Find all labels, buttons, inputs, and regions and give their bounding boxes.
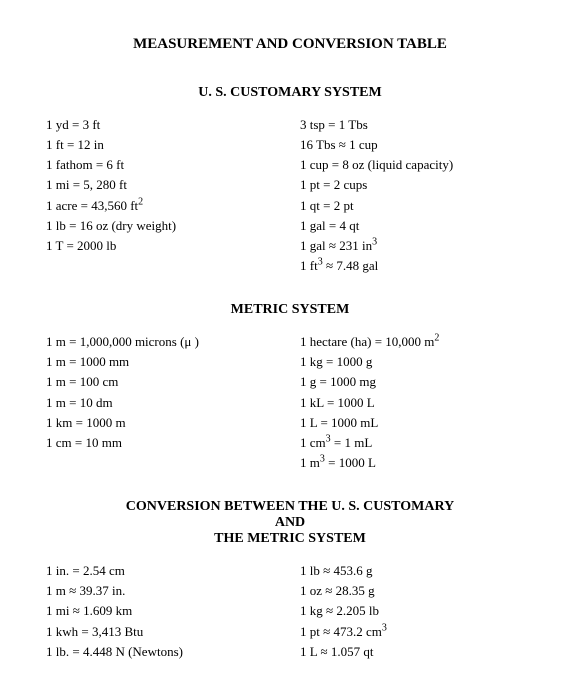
conv-line: 1 ft = 12 in [46, 135, 280, 155]
document-page: MEASUREMENT AND CONVERSION TABLE U. S. C… [0, 0, 580, 680]
conv-line: 1 m = 100 cm [46, 372, 280, 392]
conv-line: 1 m3 = 1000 L [300, 453, 534, 473]
between-left-column: 1 in. = 2.54 cm 1 m ≈ 39.37 in. 1 mi ≈ 1… [46, 561, 280, 662]
heading-line: METRIC SYSTEM [231, 302, 350, 318]
conv-line: 1 T = 2000 lb [46, 236, 280, 256]
metric-right-column: 1 hectare (ha) = 10,000 m2 1 kg = 1000 g… [300, 332, 534, 473]
conv-line: 1 kg = 1000 g [300, 352, 534, 372]
between-right-column: 1 lb ≈ 453.6 g 1 oz ≈ 28.35 g 1 kg ≈ 2.2… [300, 561, 534, 662]
section-heading-conversion-between: CONVERSION BETWEEN THE U. S. CUSTOMARY A… [46, 499, 534, 547]
conv-line: 1 L = 1000 mL [300, 413, 534, 433]
conv-line: 1 fathom = 6 ft [46, 155, 280, 175]
section-columns-metric: 1 m = 1,000,000 microns (μ ) 1 m = 1000 … [46, 332, 534, 473]
conv-line: 1 pt ≈ 473.2 cm3 [300, 622, 534, 642]
conv-line: 1 in. = 2.54 cm [46, 561, 280, 581]
conv-line: 16 Tbs ≈ 1 cup [300, 135, 534, 155]
conv-line: 1 mi = 5, 280 ft [46, 175, 280, 195]
conv-line: 3 tsp = 1 Tbs [300, 115, 534, 135]
conv-line: 1 kg ≈ 2.205 lb [300, 601, 534, 621]
conv-line: 1 cm3 = 1 mL [300, 433, 534, 453]
conv-line: 1 kL = 1000 L [300, 393, 534, 413]
conv-line: 1 m = 1000 mm [46, 352, 280, 372]
conv-line: 1 lb. = 4.448 N (Newtons) [46, 642, 280, 662]
conv-line: 1 acre = 43,560 ft2 [46, 196, 280, 216]
conv-line: 1 yd = 3 ft [46, 115, 280, 135]
conv-line: 1 mi ≈ 1.609 km [46, 601, 280, 621]
metric-left-column: 1 m = 1,000,000 microns (μ ) 1 m = 1000 … [46, 332, 280, 473]
section-columns-between: 1 in. = 2.54 cm 1 m ≈ 39.37 in. 1 mi ≈ 1… [46, 561, 534, 662]
conv-line: 1 gal = 4 qt [300, 216, 534, 236]
section-heading-metric: METRIC SYSTEM [46, 302, 534, 318]
conv-line: 1 lb = 16 oz (dry weight) [46, 216, 280, 236]
heading-line: AND [275, 515, 305, 531]
conv-line: 1 g = 1000 mg [300, 372, 534, 392]
conv-line: 1 qt = 2 pt [300, 196, 534, 216]
section-columns-us: 1 yd = 3 ft 1 ft = 12 in 1 fathom = 6 ft… [46, 115, 534, 276]
conv-line: 1 lb ≈ 453.6 g [300, 561, 534, 581]
page-title: MEASUREMENT AND CONVERSION TABLE [46, 36, 534, 53]
conv-line: 1 cup = 8 oz (liquid capacity) [300, 155, 534, 175]
conv-line: 1 L ≈ 1.057 qt [300, 642, 534, 662]
conv-line: 1 kwh = 3,413 Btu [46, 622, 280, 642]
conv-line: 1 km = 1000 m [46, 413, 280, 433]
us-right-column: 3 tsp = 1 Tbs 16 Tbs ≈ 1 cup 1 cup = 8 o… [300, 115, 534, 276]
heading-line: U. S. CUSTOMARY SYSTEM [198, 85, 381, 101]
conv-line: 1 m ≈ 39.37 in. [46, 581, 280, 601]
section-heading-us-customary: U. S. CUSTOMARY SYSTEM [46, 85, 534, 101]
conv-line: 1 m = 1,000,000 microns (μ ) [46, 332, 280, 352]
conv-line: 1 cm = 10 mm [46, 433, 280, 453]
conv-line: 1 ft3 ≈ 7.48 gal [300, 256, 534, 276]
conv-line: 1 oz ≈ 28.35 g [300, 581, 534, 601]
us-left-column: 1 yd = 3 ft 1 ft = 12 in 1 fathom = 6 ft… [46, 115, 280, 276]
conv-line: 1 m = 10 dm [46, 393, 280, 413]
conv-line: 1 pt = 2 cups [300, 175, 534, 195]
heading-line: CONVERSION BETWEEN THE U. S. CUSTOMARY [126, 499, 454, 515]
heading-line: THE METRIC SYSTEM [214, 531, 366, 547]
conv-line: 1 gal ≈ 231 in3 [300, 236, 534, 256]
conv-line: 1 hectare (ha) = 10,000 m2 [300, 332, 534, 352]
